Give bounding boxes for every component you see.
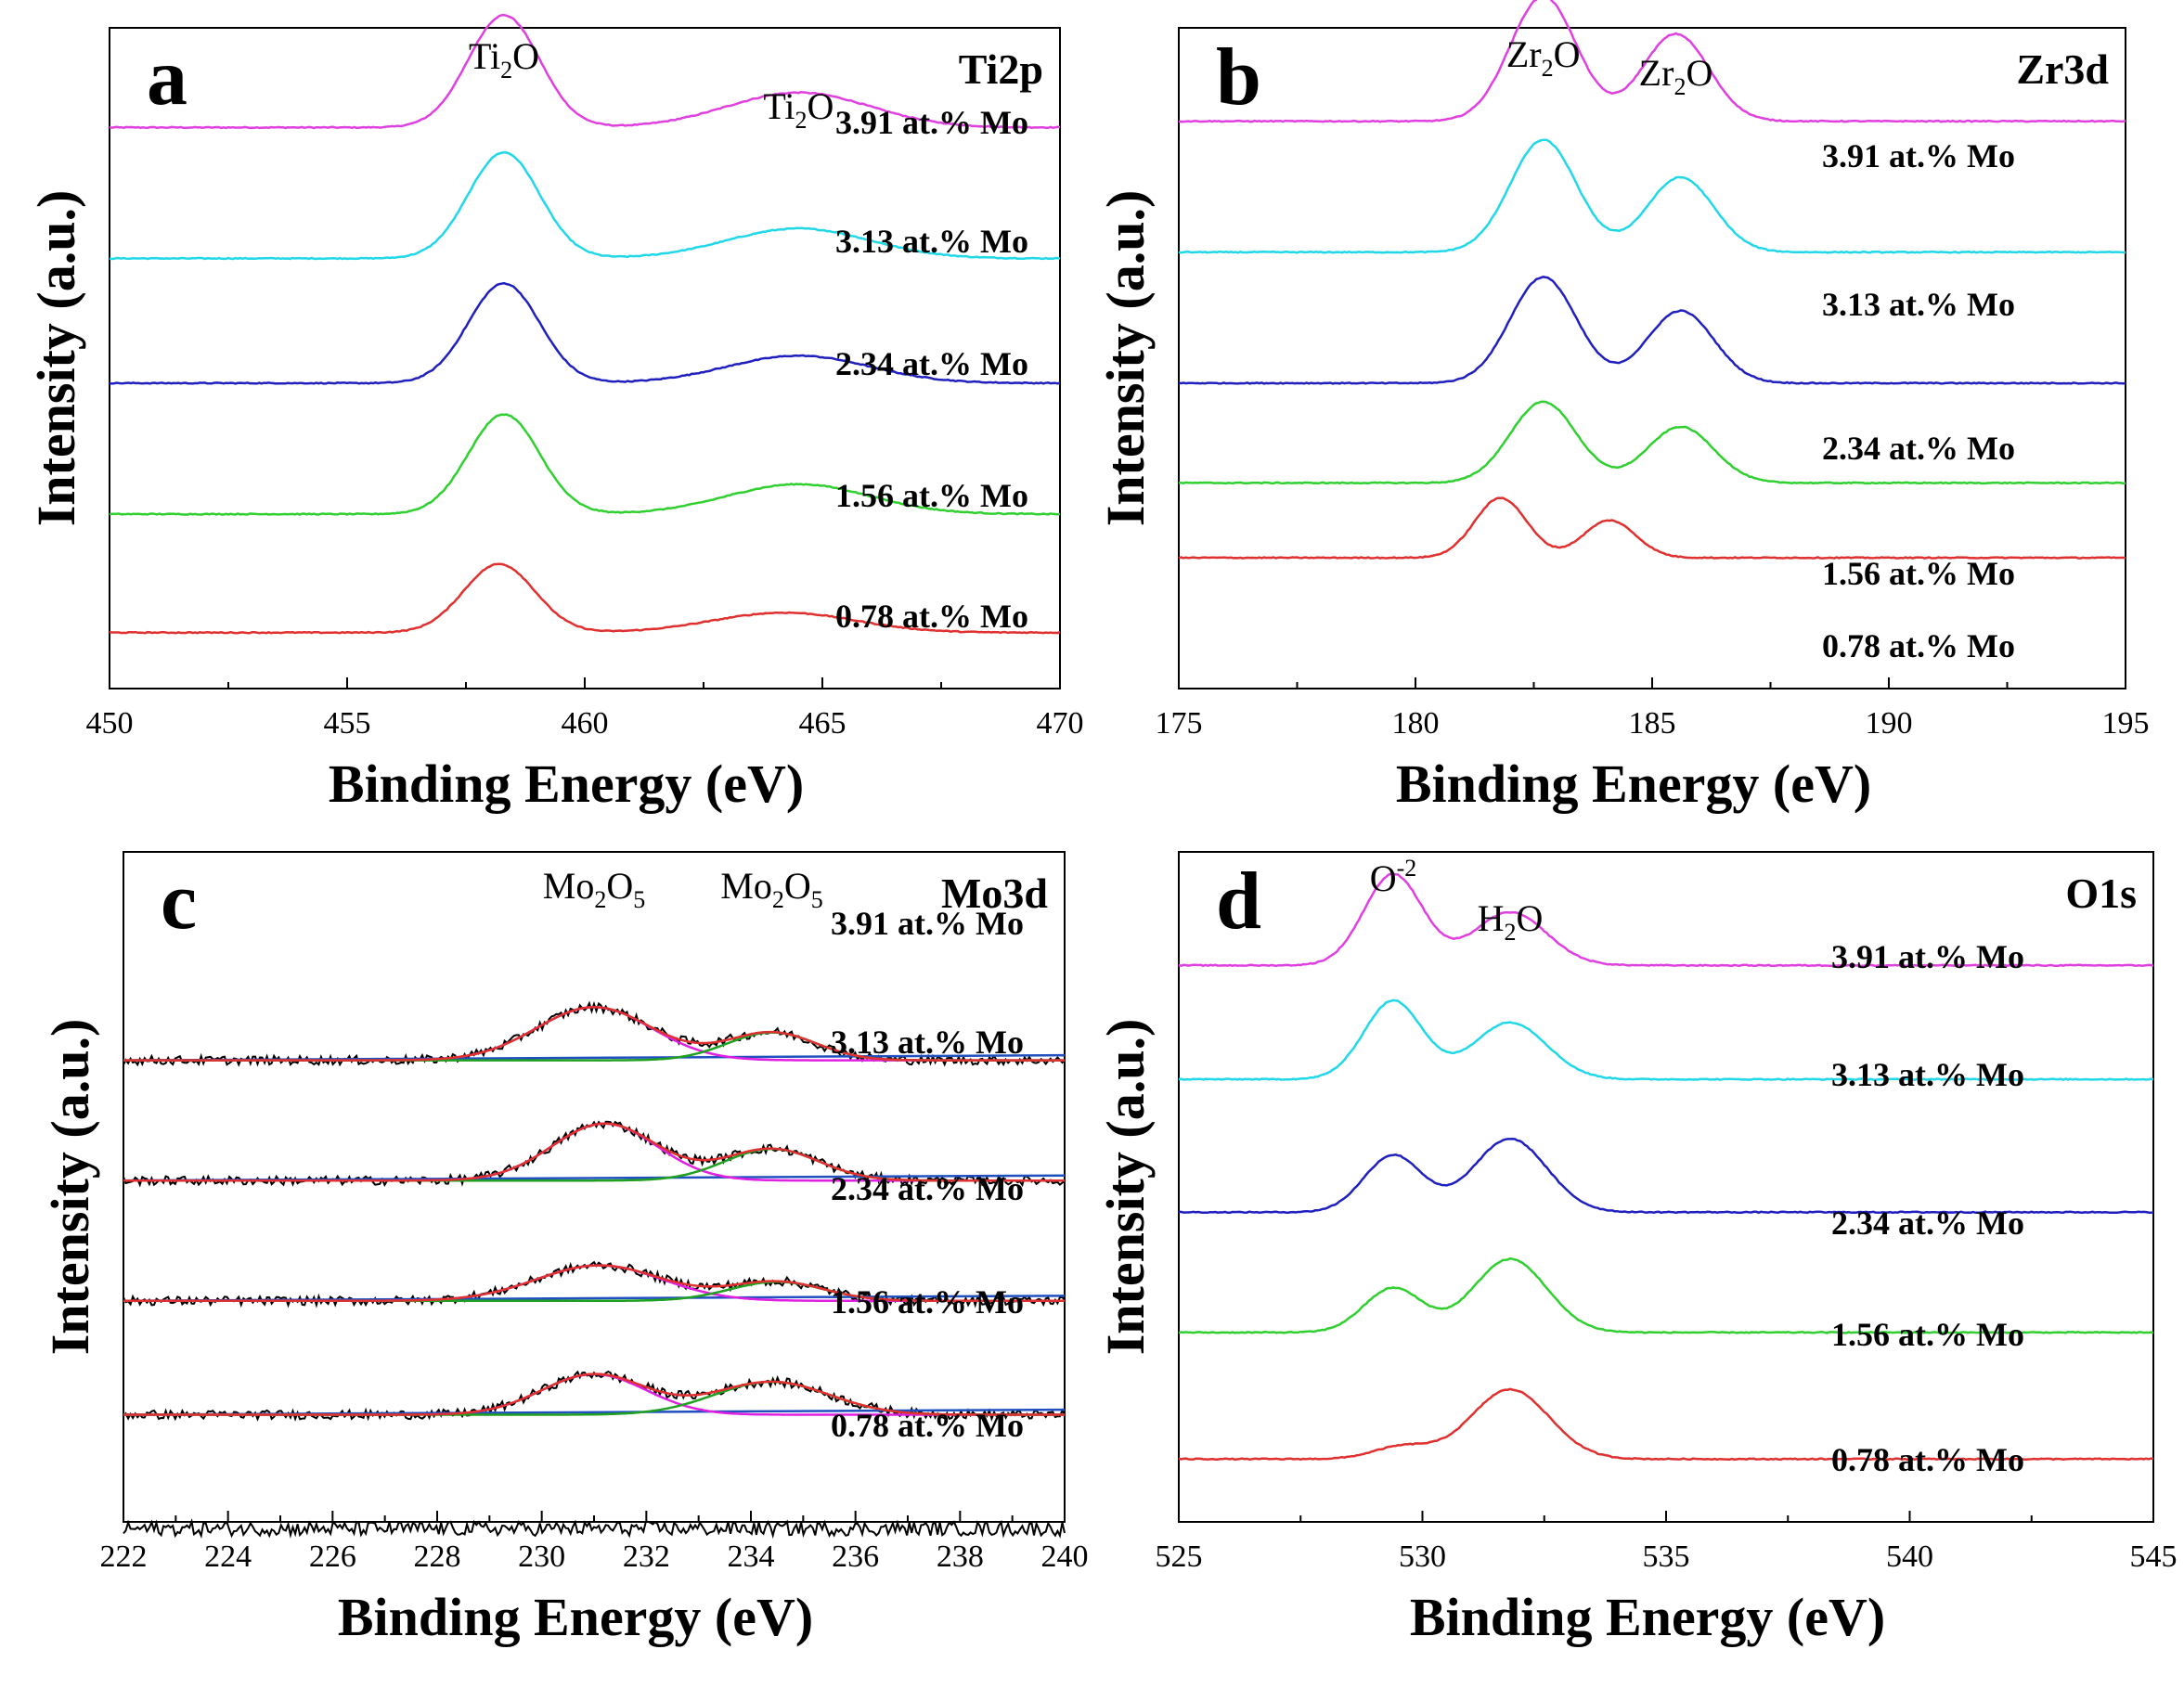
x-tick-label: 226	[309, 1540, 356, 1574]
series-line	[109, 562, 1061, 635]
x-tick-label: 175	[1156, 706, 1203, 741]
series-label: 3.91 at.% Mo	[835, 104, 1028, 141]
x-tick-label: 234	[728, 1540, 775, 1574]
series-label: 0.78 at.% Mo	[831, 1407, 1024, 1444]
y-axis-label: Intensity (a.u.)	[26, 190, 86, 527]
core-level-label: Zr3d	[2016, 45, 2109, 93]
series-label: 1.56 at.% Mo	[1822, 555, 2015, 592]
x-tick-label: 240	[1041, 1540, 1089, 1574]
peak-label: Zr2O	[1506, 33, 1581, 82]
series-label: 0.78 at.% Mo	[1822, 627, 2015, 664]
x-tick-label: 460	[562, 706, 609, 741]
series-line	[1178, 999, 2154, 1081]
x-tick-label: 222	[100, 1540, 148, 1574]
series-label: 0.78 at.% Mo	[1831, 1441, 2024, 1478]
x-axis-label: Binding Energy (eV)	[329, 754, 804, 814]
x-tick-label: 545	[2130, 1540, 2178, 1574]
x-axis-label: Binding Energy (eV)	[1410, 1587, 1885, 1647]
series-label: 1.56 at.% Mo	[1831, 1316, 2024, 1353]
series-label: 2.34 at.% Mo	[1822, 430, 2015, 467]
peak-label: Mo2O5	[720, 865, 822, 913]
series-label: 2.34 at.% Mo	[1831, 1205, 2024, 1242]
series-line	[1178, 1138, 2154, 1215]
series-line	[1178, 872, 2154, 968]
series-line	[1178, 0, 2126, 123]
x-tick-label: 190	[1866, 706, 1913, 741]
series-label: 3.13 at.% Mo	[831, 1024, 1024, 1061]
panel-letter: c	[161, 857, 197, 947]
series-label: 2.34 at.% Mo	[831, 1170, 1024, 1207]
series-line	[109, 150, 1061, 261]
peak-label: Ti2O	[469, 35, 539, 84]
core-level-label: O1s	[2065, 870, 2137, 917]
raw-spectrum-line	[123, 1517, 1066, 1540]
peak-label: O-2	[1370, 855, 1417, 899]
x-tick-label: 238	[937, 1540, 984, 1574]
fit-envelope-line	[123, 1264, 1065, 1303]
series-label: 3.91 at.% Mo	[1822, 137, 2015, 174]
series-line	[1178, 138, 2126, 254]
raw-spectrum-line	[123, 1260, 1066, 1308]
peak-label: Ti2O	[763, 85, 834, 134]
panel-letter: b	[1216, 32, 1261, 122]
x-tick-label: 185	[1629, 706, 1676, 741]
panel-d: 525 530 535 540 545 Binding Energy (eV) Intens…	[1095, 851, 2178, 1647]
series-label: 2.34 at.% Mo	[835, 345, 1028, 382]
peak-label: Mo2O5	[543, 865, 645, 913]
series-label: 3.91 at.% Mo	[831, 905, 1024, 942]
series-line	[1178, 496, 2126, 560]
x-tick-label: 236	[832, 1540, 879, 1574]
series-line	[1178, 275, 2126, 385]
series-label: 3.13 at.% Mo	[1822, 286, 2015, 323]
core-level-label: Ti2p	[959, 45, 1043, 93]
series-label: 3.91 at.% Mo	[1831, 938, 2024, 975]
x-tick-label: 450	[86, 706, 134, 741]
series-line	[1178, 1387, 2154, 1462]
x-tick-label: 525	[1156, 1540, 1203, 1574]
x-axis-label: Binding Energy (eV)	[1396, 754, 1871, 814]
y-axis-label: Intensity (a.u.)	[40, 1019, 100, 1356]
panel-b: 175 180 185 190 195 Binding Energy (eV) Intens…	[1095, 0, 2150, 814]
series-line	[109, 13, 1061, 130]
y-axis-label: Intensity (a.u.)	[1095, 1019, 1156, 1356]
y-axis-label: Intensity (a.u.)	[1095, 190, 1156, 527]
panel-letter: a	[147, 32, 187, 122]
x-tick-label: 465	[799, 706, 846, 741]
x-tick-label: 232	[623, 1540, 670, 1574]
x-tick-label: 224	[204, 1540, 252, 1574]
series-label: 3.13 at.% Mo	[1831, 1056, 2024, 1093]
series-line	[1178, 1256, 2154, 1334]
panel-letter: d	[1216, 857, 1261, 947]
x-tick-label: 535	[1643, 1540, 1690, 1574]
fit-envelope-line	[123, 1006, 1065, 1062]
series-label: 0.78 at.% Mo	[835, 598, 1028, 635]
fit-envelope-line	[123, 1122, 1065, 1182]
series-line	[109, 413, 1061, 516]
panel-c: 222 224 226 228 230 232 234 236 238 240 Binding En…	[40, 851, 1089, 1647]
x-axis-label: Binding Energy (eV)	[338, 1587, 813, 1647]
core-level-label: Mo3d	[941, 870, 1048, 917]
series-line	[109, 281, 1061, 385]
fit-envelope-line	[123, 1372, 1065, 1416]
x-tick-label: 195	[2102, 706, 2150, 741]
x-tick-label: 530	[1399, 1540, 1446, 1574]
x-tick-label: 180	[1392, 706, 1440, 741]
panel-a: 450 455 460 465 470 Binding Energy (eV) Intens…	[26, 13, 1084, 814]
series-line	[1178, 400, 2126, 485]
x-tick-label: 228	[414, 1540, 461, 1574]
x-tick-label: 540	[1886, 1540, 1933, 1574]
x-tick-label: 455	[324, 706, 371, 741]
x-tick-label: 470	[1037, 706, 1084, 741]
x-tick-label: 230	[518, 1540, 565, 1574]
series-label: 1.56 at.% Mo	[831, 1283, 1024, 1321]
series-label: 1.56 at.% Mo	[835, 477, 1028, 514]
series-label: 3.13 at.% Mo	[835, 223, 1028, 260]
peak-label: H2O	[1478, 897, 1544, 946]
peak-label: Zr2O	[1639, 52, 1713, 100]
